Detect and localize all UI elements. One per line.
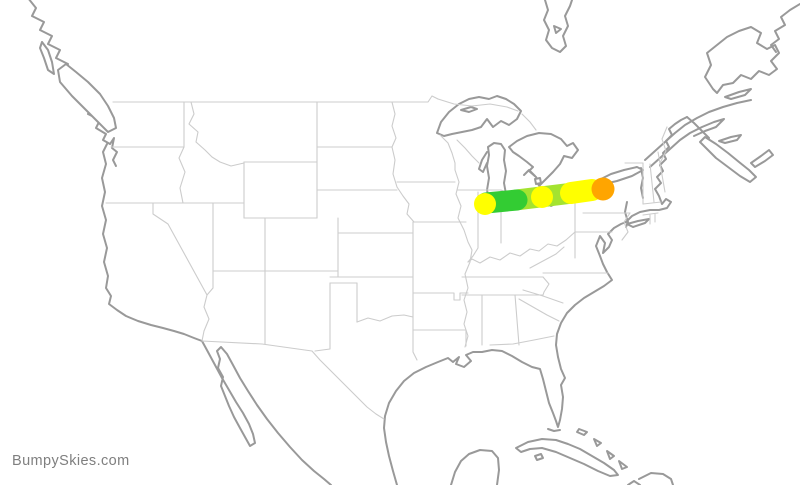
coastline-pacific [101, 143, 203, 342]
border-tn-nc [542, 276, 550, 296]
border-nc-sc [522, 289, 564, 304]
prince-edward-island [718, 134, 742, 144]
border-red-river [356, 314, 414, 323]
lake-st-clair [534, 177, 542, 185]
puget-sound [109, 137, 118, 167]
haida-gwaii-islands [39, 41, 55, 75]
coastline-gulf-atlantic [383, 221, 627, 485]
coastline-new-england [625, 116, 688, 223]
state-border-layer [105, 95, 668, 420]
border-ct-ri [642, 212, 659, 225]
border-pa-nj [621, 212, 631, 241]
lake-champlain [640, 167, 644, 199]
hudson-river [624, 201, 629, 228]
border-us-mexico [201, 340, 313, 352]
border-nv-az [206, 270, 214, 296]
border-il-in [467, 191, 479, 263]
bahamas-islands [576, 428, 628, 470]
route-waypoint-marker [531, 186, 553, 208]
newfoundland [704, 26, 780, 94]
vancouver-island [57, 63, 117, 133]
jamaica [627, 480, 641, 485]
border-us-canada-49th [112, 95, 439, 103]
lake-huron [508, 132, 579, 186]
border-mn-wi [439, 134, 456, 171]
nova-scotia [699, 136, 757, 183]
route-start-marker [474, 193, 496, 215]
route-segment-light [560, 179, 603, 204]
border-tx-la [412, 329, 418, 361]
border-missouri-river [396, 186, 415, 223]
site-watermark: BumpySkies.com [12, 453, 130, 469]
border-ca-nv [152, 202, 210, 342]
saginaw-bay [523, 169, 536, 177]
isle-of-youth [534, 453, 544, 461]
cape-breton-island [750, 149, 774, 168]
route-end-marker [591, 177, 615, 201]
labrador-coast [770, 3, 800, 53]
yucatan-peninsula [450, 449, 500, 485]
border-fl-north [489, 335, 555, 346]
border-wi-mi [456, 139, 480, 164]
border-ga-sc [518, 298, 560, 322]
james-bay [543, 0, 573, 53]
border-us-canada-lakes [437, 98, 537, 131]
james-bay-island [553, 25, 562, 34]
anticosti-island [724, 88, 752, 100]
route-layer [474, 177, 615, 215]
gaspe-peninsula [649, 118, 725, 168]
coastline-layer [28, 0, 800, 485]
border-al-ga [514, 294, 520, 346]
cuba [515, 438, 619, 477]
border-va-wv [529, 246, 565, 269]
green-bay [478, 151, 488, 173]
st-lawrence-north-shore [644, 99, 752, 161]
hispaniola [638, 472, 674, 485]
isle-royale [460, 106, 478, 113]
border-ohio-river [467, 231, 576, 264]
border-mo-ar [412, 292, 469, 301]
border-ma-north [642, 201, 662, 205]
border-tx-nm [314, 282, 331, 352]
coastline-baja-mexico [201, 340, 332, 485]
long-island [626, 218, 650, 228]
border-vt-nh [649, 163, 655, 203]
border-id-mt [188, 101, 245, 167]
florida-keys [547, 428, 561, 432]
border-rio-grande [311, 350, 385, 420]
border-or-id [178, 146, 186, 204]
border-mississippi-river [454, 169, 473, 348]
border-me-quebec [659, 126, 668, 164]
lake-superior [436, 95, 522, 137]
border-nh-me [657, 151, 666, 193]
border-mn-dakotas [391, 101, 398, 188]
